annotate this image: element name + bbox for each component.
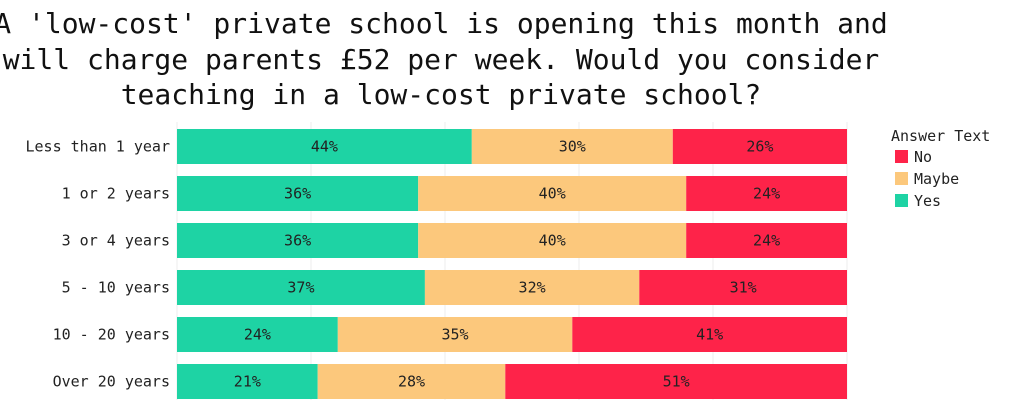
category-label: Over 20 years	[53, 373, 170, 391]
bar-segment-maybe	[418, 223, 687, 258]
bar-segment-maybe	[418, 176, 687, 211]
data-label: 40%	[539, 185, 566, 203]
legend-swatch-maybe	[895, 172, 908, 185]
data-label: 36%	[284, 185, 311, 203]
bar-segment-no	[639, 270, 847, 305]
data-label: 44%	[311, 138, 338, 156]
bar-segment-yes	[177, 270, 425, 305]
grid-layer	[176, 122, 848, 400]
bar-segment-no	[572, 317, 847, 352]
chart-title-line: will charge parents £52 per week. Would …	[3, 43, 880, 76]
bar-segment-yes	[177, 364, 318, 399]
bar-segment-maybe	[471, 129, 673, 164]
legend-label-yes: Yes	[914, 192, 941, 210]
legend-swatch-no	[895, 150, 908, 163]
bar-segment-yes	[177, 317, 338, 352]
bar-segment-no	[505, 364, 847, 399]
chart-title-line: A 'low-cost' private school is opening t…	[0, 7, 888, 40]
legend-label-no: No	[914, 148, 932, 166]
bar-segment-maybe	[424, 270, 640, 305]
chart-title: A 'low-cost' private school is opening t…	[0, 7, 888, 111]
bar-segment-maybe	[317, 364, 506, 399]
data-label: 31%	[730, 279, 757, 297]
bar-segment-yes	[177, 129, 472, 164]
data-label: 30%	[559, 138, 586, 156]
data-label: 40%	[539, 232, 566, 250]
data-label: 51%	[663, 373, 690, 391]
legend-title: Answer Text	[891, 127, 990, 145]
category-label: 1 or 2 years	[62, 185, 170, 203]
data-label: 36%	[284, 232, 311, 250]
legend-swatch-yes	[895, 194, 908, 207]
data-label: 24%	[753, 185, 780, 203]
data-label: 32%	[519, 279, 546, 297]
bar-segment-yes	[177, 223, 419, 258]
data-label: 26%	[746, 138, 773, 156]
bar-segment-maybe	[337, 317, 573, 352]
data-label: 41%	[696, 326, 723, 344]
data-label: 28%	[398, 373, 425, 391]
bar-segment-yes	[177, 176, 419, 211]
legend: Answer Text No Maybe Yes	[891, 127, 990, 210]
bar-segment-no	[672, 129, 847, 164]
category-label: Less than 1 year	[26, 138, 171, 156]
bars: 44% 30% 26% 36% 40% 24% 36% 40% 24% 37% 32% 31% 24% 3…	[177, 129, 847, 399]
data-label: 21%	[234, 373, 261, 391]
data-label: 37%	[287, 279, 314, 297]
data-label: 35%	[442, 326, 469, 344]
bar-segment-no	[686, 176, 847, 211]
chart-title-line: teaching in a low-cost private school?	[121, 78, 762, 111]
category-label: 5 - 10 years	[62, 279, 170, 297]
category-label: 10 - 20 years	[53, 326, 170, 344]
data-label: 24%	[753, 232, 780, 250]
data-label: 24%	[244, 326, 271, 344]
category-label: 3 or 4 years	[62, 232, 170, 250]
bar-segment-no	[686, 223, 847, 258]
legend-label-maybe: Maybe	[914, 170, 959, 188]
category-labels: Less than 1 year 1 or 2 years 3 or 4 years…	[26, 138, 171, 391]
